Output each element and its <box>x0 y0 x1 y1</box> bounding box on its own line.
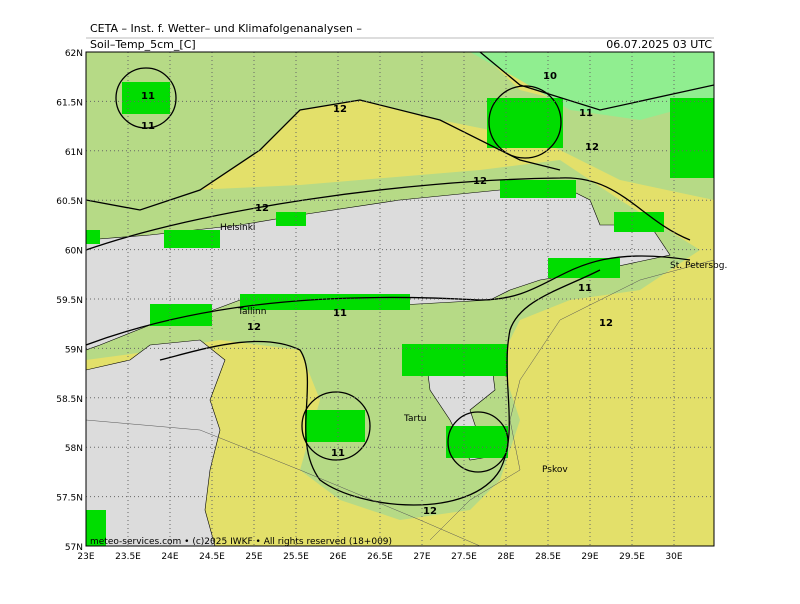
lat-label: 58.5N <box>56 395 83 405</box>
lat-label: 60N <box>65 247 83 257</box>
lon-label: 27.5E <box>451 552 477 562</box>
lat-label: 61N <box>65 148 83 158</box>
lon-label: 24.5E <box>199 552 225 562</box>
contour-label: 12 <box>333 104 347 115</box>
baltic-sea <box>86 339 226 546</box>
lon-label: 29E <box>581 552 598 562</box>
lon-label: 28E <box>497 552 514 562</box>
place-label: Pskov <box>542 465 568 475</box>
field-name: Soil–Temp_5cm_[C] <box>90 38 196 51</box>
lon-label: 23E <box>77 552 94 562</box>
contour-label: 12 <box>473 176 487 187</box>
contour-label: 12 <box>585 142 599 153</box>
lat-label: 57N <box>65 543 83 553</box>
lon-label: 25E <box>245 552 262 562</box>
lon-label: 27E <box>413 552 430 562</box>
isotherms <box>86 52 714 506</box>
contour-label: 12 <box>599 318 613 329</box>
coastal-warm-cells <box>86 82 714 546</box>
header-title: CETA – Inst. f. Wetter– und Klimafolgena… <box>90 22 362 35</box>
lon-label: 28.5E <box>535 552 561 562</box>
lat-label: 57.5N <box>56 494 83 504</box>
lon-label: 24E <box>161 552 178 562</box>
contour-label: 11 <box>578 283 592 294</box>
zone-10 <box>470 52 714 120</box>
lat-label: 58N <box>65 444 83 454</box>
lon-label: 25.5E <box>283 552 309 562</box>
lon-label: 23.5E <box>115 552 141 562</box>
contour-label: 10 <box>543 71 557 82</box>
zone-11-12-north <box>86 52 714 210</box>
lon-label: 26.5E <box>367 552 393 562</box>
lat-label: 61.5N <box>56 98 83 108</box>
map-frame <box>85 51 715 547</box>
place-label: Tartu <box>403 414 426 424</box>
contour-label: 12 <box>247 322 261 333</box>
contour-label: 11 <box>141 121 155 132</box>
footer: meteo-services.com • (c)2025 IWKF • All … <box>90 537 392 547</box>
borders <box>86 259 714 546</box>
contour-label: 12 <box>255 203 269 214</box>
contour-label: 11 <box>331 448 345 459</box>
lat-label: 59N <box>65 345 83 355</box>
place-label: Helsinki <box>220 223 255 233</box>
valid-date: 06.07.2025 03 UTC <box>606 38 712 51</box>
grid <box>86 52 714 546</box>
place-label: St. Petersbg. <box>670 261 727 271</box>
lat-label: 59.5N <box>56 296 83 306</box>
lat-label: 62N <box>65 49 83 59</box>
contour-label: 11 <box>579 108 593 119</box>
map-area <box>86 52 714 546</box>
contour-label: 11 <box>333 308 347 319</box>
lon-label: 30E <box>665 552 682 562</box>
contour-label: 12 <box>423 506 437 517</box>
contour-label: 11 <box>141 91 155 102</box>
lat-label: 60.5N <box>56 197 83 207</box>
lon-label: 26E <box>329 552 346 562</box>
lon-label: 29.5E <box>619 552 645 562</box>
place-label: Tallinn <box>237 307 266 317</box>
